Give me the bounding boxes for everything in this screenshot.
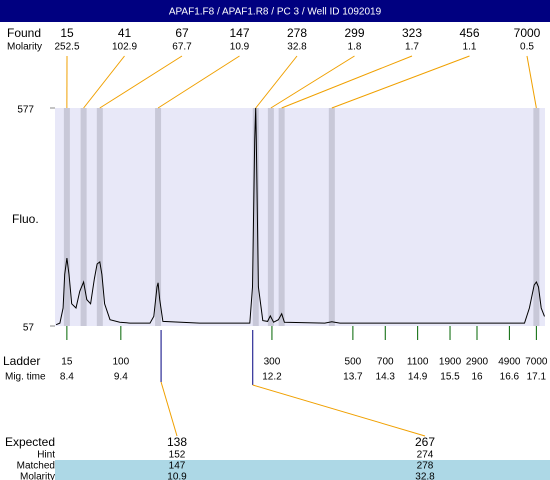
found-molarity: 1.7 [405,42,419,53]
found-size: 147 [229,26,249,40]
expected-expected: 138 [167,435,187,449]
found-leader [270,55,355,109]
ladder-time: 17.1 [527,372,547,383]
found-leader [157,55,240,109]
ladder-time: 15.5 [440,372,460,383]
ladder-size: 300 [264,357,281,368]
ladder-time: 9.4 [114,372,128,383]
header-bar [0,0,550,22]
ladder-size: 15 [61,357,73,368]
found-size: 278 [287,26,307,40]
ladder-size: 7000 [525,357,548,368]
found-molarity: 102.9 [112,42,137,53]
ladder-time: 12.2 [262,372,282,383]
expected-row-label: Molarity [20,472,55,480]
found-molarity: 32.8 [287,42,307,53]
peak-band [533,108,540,326]
found-molarity: 252.5 [54,42,79,53]
found-molarity: 10.9 [230,42,250,53]
ladder-size: 100 [112,357,129,368]
expected-matched: 278 [417,461,434,472]
ladder-time: 16 [471,372,483,383]
expected-molarity: 10.9 [167,472,187,480]
header-title: APAF1.F8 / APAF1.R8 / PC 3 / Well ID 109… [169,7,382,18]
found-molarity: 67.7 [172,42,192,53]
matched-band [55,460,550,480]
found-size: 7000 [514,26,541,40]
expected-hint: 274 [417,450,434,461]
found-leader [255,55,298,109]
expected-expected: 267 [415,435,435,449]
ladder-time: 16.6 [500,372,520,383]
ladder-size: 4900 [498,357,521,368]
ladder-size: 1100 [407,357,429,368]
y-axis-label: Fluo. [12,212,39,226]
expected-row-label: Matched [17,461,55,472]
molarity-label: Molarity [7,42,42,53]
ladder-time: 13.7 [343,372,363,383]
match-leader [160,381,178,437]
found-molarity: 1.8 [348,42,362,53]
ladder-label: Ladder [3,354,40,368]
ladder-time: 14.3 [376,372,396,383]
found-leader [99,55,183,109]
peak-band [155,108,162,326]
found-size: 456 [459,26,479,40]
expected-hint: 152 [169,450,186,461]
peak-band [267,108,274,326]
ladder-size: 1900 [439,357,462,368]
peak-band [328,108,335,326]
found-molarity: 0.5 [520,42,534,53]
expected-row-label: Hint [37,450,55,461]
y-tick-label: 577 [17,105,34,116]
found-size: 41 [118,26,132,40]
expected-matched: 147 [169,461,186,472]
match-leader [252,384,426,437]
found-size: 15 [60,26,74,40]
found-size: 299 [344,26,364,40]
peak-band [96,108,103,326]
peak-band [80,108,87,326]
ladder-size: 2900 [466,357,489,368]
found-label: Found [7,26,41,40]
expected-row-label: Expected [5,435,55,449]
ladder-size: 700 [377,357,394,368]
found-leader [281,55,413,109]
plot-area [55,108,545,326]
found-leader [331,55,470,109]
ladder-time: 8.4 [60,372,74,383]
peak-band [252,108,259,326]
mig-time-label: Mig. time [5,372,46,383]
peak-band [278,108,285,326]
found-leader [83,55,125,109]
ladder-size: 500 [345,357,362,368]
found-leader [526,55,537,109]
peak-band [63,108,70,326]
expected-molarity: 32.8 [415,472,435,480]
found-size: 323 [402,26,422,40]
trace [55,107,545,326]
ladder-time: 14.9 [408,372,428,383]
found-size: 67 [175,26,189,40]
found-molarity: 1.1 [463,42,477,53]
y-tick-label: 57 [23,323,35,334]
